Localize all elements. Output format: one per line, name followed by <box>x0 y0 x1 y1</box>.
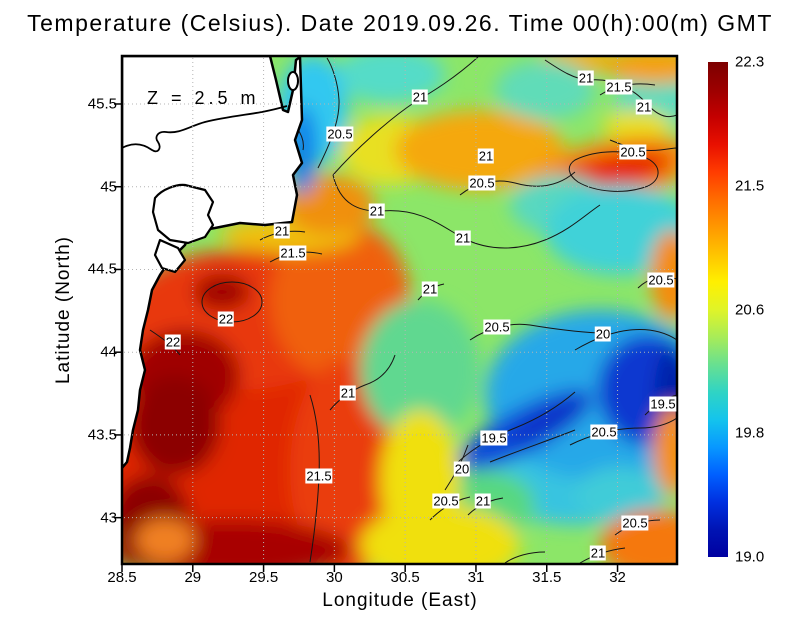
map-frame <box>120 54 679 566</box>
contour-label: 21.5 <box>605 79 633 95</box>
colorbar-tick-label: 21.5 <box>735 177 765 195</box>
y-axis-title: Latitude (North) <box>53 235 74 385</box>
axis-ticks <box>114 103 619 572</box>
x-tick-label: 31 <box>467 569 485 586</box>
contour-label: 21 <box>273 223 291 239</box>
contour-label: 21.5 <box>305 468 333 484</box>
contour-label: 21.5 <box>279 245 307 261</box>
contour-label: 20.5 <box>619 144 647 160</box>
x-tick-label: 30.5 <box>390 569 420 586</box>
lagoon-outline <box>151 183 215 245</box>
danube-river <box>122 105 288 153</box>
contour-label: 19.5 <box>649 396 677 412</box>
contour-label: 21 <box>477 148 495 164</box>
x-tick-label: 31.5 <box>532 569 562 586</box>
contour-label: 21 <box>368 203 386 219</box>
contour-label: 20.5 <box>647 272 675 288</box>
x-tick-label: 30 <box>326 569 343 586</box>
colorbar <box>708 62 728 557</box>
contour-label: 20 <box>594 326 612 342</box>
contour-label: 20 <box>453 461 471 477</box>
x-tick-label: 28.5 <box>107 569 137 586</box>
graticule-gridlines <box>122 58 675 562</box>
contour-label: 21 <box>421 281 439 297</box>
y-tick-label: 44 <box>100 343 117 361</box>
contour-label: 21 <box>474 493 492 509</box>
plot-title: Temperature (Celsius). Date 2019.09.26. … <box>27 10 773 36</box>
x-tick-label: 29.5 <box>248 569 279 586</box>
depth-annotation: Z = 2.5 m <box>147 88 260 108</box>
delta-island <box>287 71 299 91</box>
colorbar-tick-label: 19.0 <box>735 548 765 566</box>
contour-label: 21 <box>577 70 595 86</box>
contour-label: 22 <box>164 334 182 350</box>
contour-label: 19.5 <box>480 430 508 446</box>
contour-label: 21 <box>411 89 429 105</box>
contour-label: 21 <box>635 99 653 115</box>
contour-label: 20.5 <box>621 515 649 531</box>
lagoon-outline-south <box>153 238 187 274</box>
x-tick-label: 29 <box>184 569 202 586</box>
contour-label: 20.5 <box>483 319 511 335</box>
contour-label: 20.5 <box>468 175 496 191</box>
y-tick-label: 45.5 <box>87 95 117 113</box>
x-tick-label: 32 <box>609 569 626 586</box>
contour-label: 21 <box>589 545 607 561</box>
contour-label: 21 <box>454 230 472 246</box>
contour-label: 20.5 <box>326 126 354 142</box>
contour-label: 22 <box>217 311 235 327</box>
y-tick-label: 43 <box>100 509 117 527</box>
land-coastline <box>122 56 304 470</box>
y-tick-label: 44.5 <box>87 260 117 278</box>
colorbar-tick-label: 20.6 <box>735 301 765 318</box>
contour-label: 21 <box>339 385 357 401</box>
y-tick-label: 43.5 <box>87 426 117 444</box>
contour-label: 20.5 <box>432 493 460 509</box>
contour-label: 20.5 <box>590 424 618 440</box>
y-tick-label: 45 <box>100 178 117 196</box>
x-axis-title: Longitude (East) <box>322 590 478 611</box>
colorbar-tick-label: 22.3 <box>735 53 765 71</box>
colorbar-tick-label: 19.8 <box>735 424 765 442</box>
